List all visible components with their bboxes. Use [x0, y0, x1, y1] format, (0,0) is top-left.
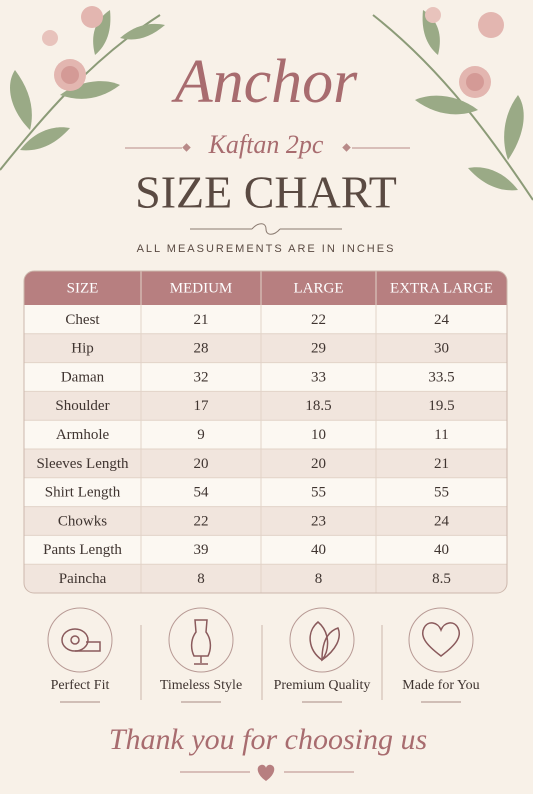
floral-top-right: [372, 7, 533, 201]
row-bg: [24, 506, 507, 536]
size-value: 39: [194, 542, 209, 558]
size-value: 32: [194, 369, 209, 385]
feature-icons: [47, 607, 474, 700]
size-value: 54: [194, 485, 210, 501]
size-value: 11: [434, 427, 448, 443]
measurement-name: Pants Length: [43, 542, 122, 558]
size-value: 55: [311, 485, 326, 501]
size-value: 20: [194, 456, 209, 472]
size-value: 24: [434, 312, 450, 328]
row-bg: [24, 477, 507, 507]
row-bg: [24, 362, 507, 392]
title-ornament: [190, 223, 342, 235]
size-value: 22: [194, 513, 209, 529]
row-bg: [24, 333, 507, 363]
size-value: 29: [311, 341, 326, 357]
feature-label: Perfect Fit: [51, 678, 110, 693]
title: SIZE CHART: [135, 167, 397, 218]
brand: Anchor: [171, 48, 358, 116]
measurement-name: Chowks: [58, 513, 107, 529]
header-cell: MEDIUM: [170, 280, 233, 296]
size-value: 23: [311, 513, 326, 529]
header-cell: SIZE: [67, 280, 99, 296]
header-cell: EXTRA LARGE: [390, 280, 493, 296]
size-table: SIZE MEDIUM LARGE EXTRA LARGE Chest 21 22 24 Hip…: [23, 270, 508, 594]
size-value: 55: [434, 485, 449, 501]
size-value: 28: [194, 341, 209, 357]
size-value: 9: [197, 427, 205, 443]
header-bg: [24, 271, 507, 305]
feature-label: Made for You: [402, 678, 479, 693]
measurement-name: Hip: [71, 341, 94, 357]
row-bg: [24, 391, 507, 421]
table-border: [23, 270, 508, 594]
size-value: 40: [434, 542, 449, 558]
feature-label: Timeless Style: [160, 678, 242, 693]
size-value: 8: [197, 571, 205, 587]
size-value: 24: [434, 513, 450, 529]
feature-labels: Perfect Fit Timeless Style Premium Quality…: [51, 678, 480, 693]
size-value: 19.5: [428, 398, 454, 414]
size-value: 40: [311, 542, 326, 558]
size-value: 17: [194, 398, 210, 414]
table-body: [24, 271, 507, 593]
size-value: 8.5: [432, 571, 451, 587]
measurement-name: Shirt Length: [45, 485, 121, 501]
size-value: 10: [311, 427, 326, 443]
size-value: 30: [434, 341, 449, 357]
collection-ornament: [125, 143, 410, 152]
size-value: 22: [311, 312, 326, 328]
row-bg: [24, 420, 507, 449]
measurement-name: Armhole: [56, 427, 110, 443]
measurement-name: Paincha: [59, 571, 107, 587]
subtitle: ALL MEASUREMENTS ARE IN INCHES: [137, 243, 396, 255]
measurement-name: Sleeves Length: [36, 456, 129, 472]
collection: Kaftan 2pc: [208, 130, 324, 159]
footer-ornament: [180, 764, 354, 781]
measurement-name: Chest: [65, 312, 100, 328]
row-bg: [24, 449, 507, 478]
size-value: 18.5: [305, 398, 331, 414]
size-value: 33.5: [428, 369, 454, 385]
row-bg: [24, 564, 507, 593]
size-value: 8: [315, 571, 323, 587]
feature-label: Premium Quality: [274, 678, 371, 693]
floral-top-left: [0, 6, 165, 171]
size-value: 20: [311, 456, 326, 472]
footer: Thank you for choosing us: [109, 723, 427, 756]
measurement-name: Daman: [61, 369, 105, 385]
size-value: 21: [194, 312, 209, 328]
header-cell: LARGE: [294, 280, 344, 296]
measurement-name: Shoulder: [55, 398, 109, 414]
row-bg: [24, 305, 507, 334]
size-value: 33: [311, 369, 326, 385]
size-value: 21: [434, 456, 449, 472]
row-bg: [24, 535, 507, 565]
